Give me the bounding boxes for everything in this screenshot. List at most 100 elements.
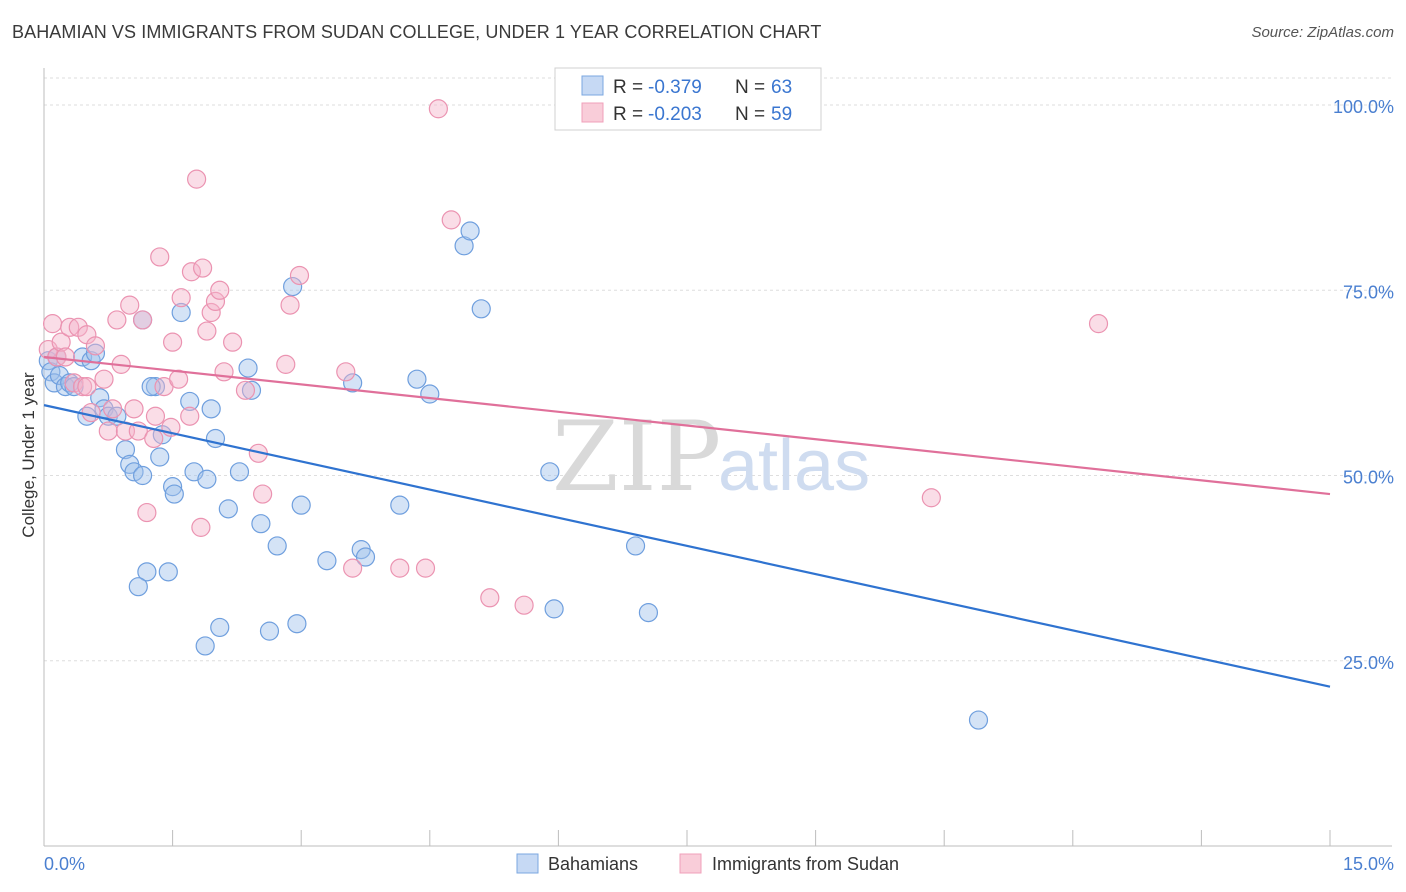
y-axis-label: College, Under 1 year (19, 372, 38, 538)
sudan-point-15 (107, 310, 127, 330)
bahamians-point-48 (355, 547, 376, 567)
y-tick-label-75: 75.0% (1343, 282, 1394, 302)
bahamians-point-35 (218, 499, 238, 519)
sudan-point-52 (428, 99, 448, 119)
bahamians-point-51 (420, 384, 440, 404)
bahamians-point-28 (180, 391, 200, 412)
bahamians-point-50 (407, 369, 427, 389)
bahamians-point-52 (454, 236, 474, 256)
sudan-point-3 (51, 332, 71, 352)
bahamians-point-37 (238, 358, 258, 378)
legend-r-label-1: R = (613, 77, 643, 98)
sudan-point-1 (42, 314, 63, 334)
bahamians-point-44 (291, 495, 311, 515)
sudan-point-25 (150, 247, 170, 267)
sudan-point-19 (124, 399, 144, 419)
sudan-point-54 (480, 588, 500, 608)
sudan-point-44 (253, 484, 273, 504)
sudan-point-18 (120, 295, 140, 315)
sudan-point-51 (415, 558, 436, 578)
chart-title: BAHAMIAN VS IMMIGRANTS FROM SUDAN COLLEG… (12, 22, 822, 42)
bahamians-point-45 (317, 551, 337, 571)
sudan-point-47 (289, 265, 310, 286)
sudan-point-55 (514, 595, 534, 615)
bahamians-point-57 (128, 577, 148, 597)
bottom-legend-swatch-bahamians (516, 853, 539, 874)
bahamians-point-36 (229, 462, 250, 482)
bahamians-point-60 (625, 536, 646, 556)
bahamians-point-39 (251, 514, 271, 534)
sudan-point-13 (98, 421, 118, 441)
sudan-point-24 (145, 406, 166, 426)
legend-n-label-1: N = (735, 77, 765, 98)
bahamians-point-42 (283, 276, 303, 297)
bottom-legend-bahamians: Bahamians (548, 854, 638, 874)
sudan-point-10 (81, 402, 101, 423)
bahamians-point-38 (241, 380, 262, 400)
series-legend: Bahamians Immigrants from Sudan (516, 853, 899, 874)
legend-n-value-1: 63 (771, 77, 792, 98)
sudan-point-11 (85, 336, 106, 356)
sudan-point-58 (77, 377, 97, 397)
bahamians-point-26 (164, 484, 184, 504)
bahamians-point-43 (287, 614, 307, 634)
watermark-atlas: atlas (718, 426, 870, 506)
bahamians-point-19 (132, 465, 153, 486)
sudan-point-42 (235, 380, 256, 400)
bahamians-point-54 (471, 299, 491, 319)
source-label: Source: ZipAtlas.com (1251, 24, 1394, 41)
legend-r-value-2: -0.203 (648, 104, 702, 125)
sudan-point-53 (441, 210, 461, 230)
legend-r-label-2: R = (613, 104, 643, 125)
legend-n-value-2: 59 (771, 104, 792, 125)
sudan-point-50 (390, 558, 410, 578)
bahamians-point-40 (259, 621, 280, 641)
bahamians-point-46 (343, 373, 363, 393)
sudan-point-37 (201, 302, 221, 323)
bahamians-point-31 (197, 469, 217, 489)
bahamians-point-24 (158, 562, 178, 582)
bahamians-point-30 (195, 636, 215, 656)
sudan-point-30 (171, 288, 191, 308)
sudan-point-41 (223, 332, 243, 352)
data-points (38, 99, 1109, 730)
bahamians-point-22 (150, 447, 170, 467)
sudan-point-21 (132, 310, 153, 330)
legend-n-label-2: N = (735, 104, 765, 125)
bahamians-point-12 (90, 388, 110, 408)
x-axis-ticks (43, 830, 1331, 846)
sudan-point-35 (193, 258, 213, 278)
stats-legend: R = -0.379 N = 63 R = -0.203 N = 59 (554, 67, 822, 131)
sudan-point-45 (276, 354, 296, 374)
sudan-point-4 (55, 347, 76, 367)
sudan-point-49 (343, 558, 363, 578)
sudan-point-28 (163, 332, 183, 352)
legend-swatch-sudan (581, 102, 604, 123)
sudan-point-29 (169, 369, 189, 389)
x-tick-label-min: 0.0% (44, 854, 85, 874)
bahamians-point-49 (390, 495, 410, 515)
y-tick-label-25: 25.0% (1343, 653, 1394, 673)
sudan-point-12 (94, 369, 114, 389)
bahamians-point-32 (201, 399, 221, 419)
bahamians-point-53 (460, 221, 480, 241)
bahamians-trend-line (43, 404, 1331, 688)
sudan-point-56 (921, 488, 941, 508)
sudan-point-31 (180, 406, 200, 426)
legend-r-value-1: -0.379 (648, 77, 702, 98)
sudan-point-8 (72, 377, 93, 397)
bahamians-point-25 (163, 477, 183, 497)
sudan-point-39 (210, 280, 230, 300)
sudan-point-14 (102, 399, 123, 419)
sudan-point-46 (280, 295, 300, 315)
y-tick-labels: 25.0% 50.0% 75.0% 100.0% (1333, 97, 1394, 673)
y-tick-label-100: 100.0% (1333, 97, 1394, 117)
sudan-point-22 (137, 502, 157, 523)
bahamians-point-34 (210, 617, 230, 638)
sudan-point-57 (1088, 314, 1109, 334)
bahamians-point-41 (267, 536, 287, 556)
sudan-trend-line (43, 355, 1331, 496)
trend-lines (43, 355, 1331, 688)
bahamians-point-55 (540, 462, 560, 482)
